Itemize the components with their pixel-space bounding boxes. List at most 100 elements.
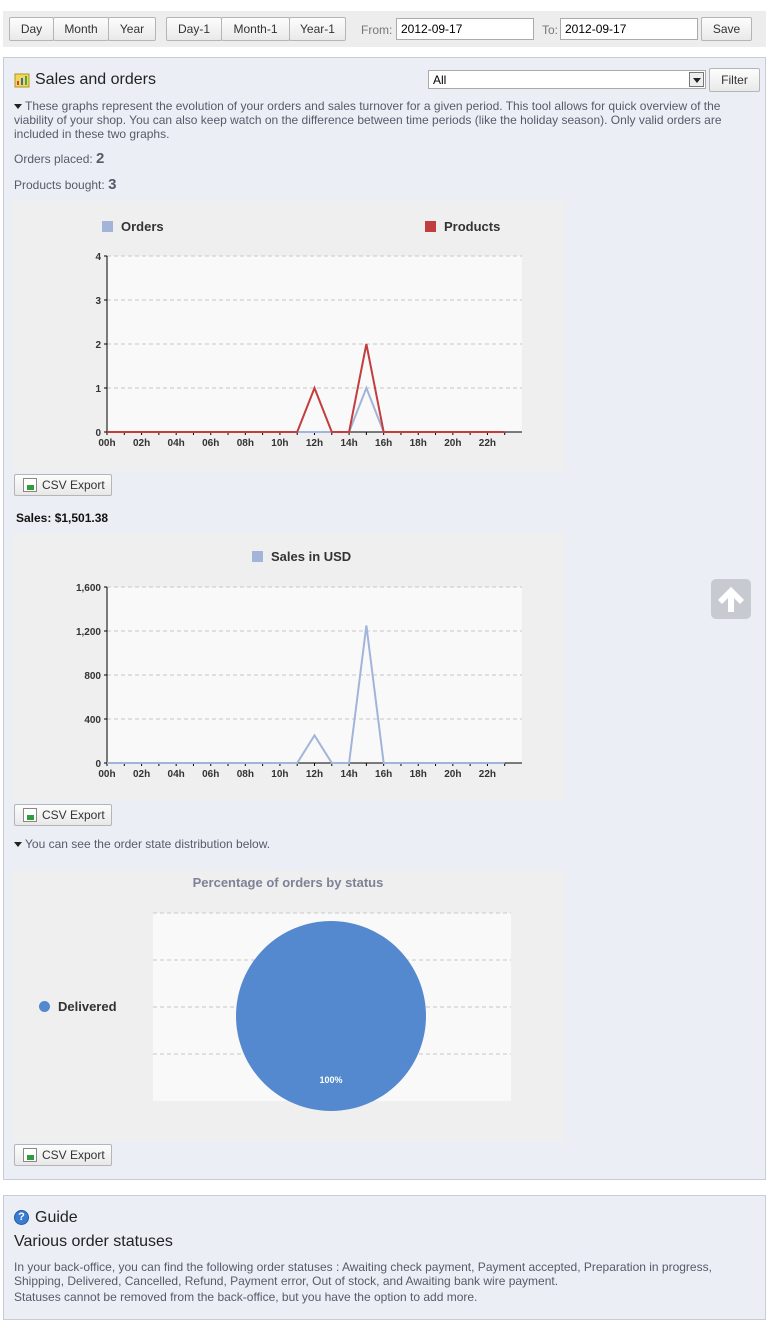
x-tick-label: 18h xyxy=(410,769,427,780)
x-tick-label: 04h xyxy=(168,769,185,780)
legend-sales-label: Sales in USD xyxy=(271,549,352,564)
csv-file-icon xyxy=(23,478,37,492)
products-bought-label: Products bought: xyxy=(14,178,105,192)
distribution-note: You can see the order state distribution… xyxy=(14,837,270,851)
x-tick-label: 16h xyxy=(375,769,392,780)
month-minus-one-button[interactable]: Month-1 xyxy=(221,17,290,41)
legend-products-swatch xyxy=(425,221,436,232)
guide-text-1: In your back-office, you can find the fo… xyxy=(14,1260,712,1288)
orders-products-plot: 0 1 2 3 4 00h 02h 04h 06h 08h 10h 12h 14h 16h 18h 20h 22… xyxy=(95,252,522,449)
x-tick-label: 22h xyxy=(479,438,496,449)
series-line-products xyxy=(107,343,505,433)
filter-button[interactable]: Filter xyxy=(709,68,760,92)
save-button[interactable]: Save xyxy=(701,17,752,41)
legend-sales-swatch xyxy=(252,551,263,562)
x-tick-label: 14h xyxy=(340,438,357,449)
x-tick-label: 16h xyxy=(375,438,392,449)
guide-title: Guide xyxy=(35,1209,78,1226)
legend-orders-swatch xyxy=(102,221,113,232)
y-tick-label: 0 xyxy=(95,428,101,439)
x-tick-label: 00h xyxy=(98,438,115,449)
sales-total: Sales: $1,501.38 xyxy=(16,511,109,525)
csv-export-button-1[interactable]: CSV Export xyxy=(14,474,112,496)
pie-slice-label: 100% xyxy=(319,1075,342,1085)
guide-subtitle: Various order statuses xyxy=(14,1233,173,1250)
filter-select[interactable]: All xyxy=(428,70,706,89)
stats-icon xyxy=(14,73,30,88)
to-date-input[interactable]: 2012-09-17 xyxy=(560,18,698,40)
distribution-text: You can see the order state distribution… xyxy=(25,837,271,851)
y-tick-label: 4 xyxy=(95,252,101,263)
day-button[interactable]: Day xyxy=(9,17,54,41)
pie-slice-delivered xyxy=(236,921,426,1111)
y-tick-label: 1,600 xyxy=(76,583,101,594)
x-tick-label: 02h xyxy=(133,438,150,449)
description-text: These graphs represent the evolution of … xyxy=(14,99,722,141)
arrow-up-icon xyxy=(718,587,744,612)
x-tick-label: 10h xyxy=(271,438,288,449)
x-tick-label: 20h xyxy=(444,438,461,449)
pie-chart-title: Percentage of orders by status xyxy=(192,875,384,890)
triangle-down-icon[interactable] xyxy=(14,842,22,848)
guide-panel xyxy=(3,1195,766,1320)
guide-text-2: Statuses cannot be removed from the back… xyxy=(14,1290,478,1304)
orders-placed-value: 2 xyxy=(96,150,105,167)
legend-products-label: Products xyxy=(444,219,501,234)
csv-file-icon xyxy=(23,808,37,822)
y-tick-label: 3 xyxy=(95,296,101,307)
date-toolbar: Day Month Year Day-1 Month-1 Year-1 From… xyxy=(3,11,766,47)
csv-export-button-3[interactable]: CSV Export xyxy=(14,1144,112,1166)
sales-plot: 0 400 800 1,200 1,600 00h 02h 04h 06h 08h 10h 12h 14… xyxy=(76,583,522,780)
csv-export-label: CSV Export xyxy=(42,478,105,492)
month-button[interactable]: Month xyxy=(53,17,109,41)
x-tick-label: 12h xyxy=(306,769,323,780)
y-tick-label: 1 xyxy=(95,384,101,395)
x-tick-label: 00h xyxy=(98,769,115,780)
csv-export-label: CSV Export xyxy=(42,808,105,822)
x-tick-label: 10h xyxy=(271,769,288,780)
to-label: To: xyxy=(542,23,559,37)
y-tick-label: 2 xyxy=(95,340,101,351)
legend-delivered-swatch xyxy=(39,1001,50,1012)
csv-export-label: CSV Export xyxy=(42,1148,105,1162)
year-button[interactable]: Year xyxy=(108,17,156,41)
from-label: From: xyxy=(361,23,393,37)
help-icon: ? xyxy=(14,1210,29,1225)
csv-export-button-2[interactable]: CSV Export xyxy=(14,804,112,826)
orders-placed-label: Orders placed: xyxy=(14,152,93,166)
x-tick-label: 08h xyxy=(237,769,254,780)
x-tick-label: 18h xyxy=(410,438,427,449)
series-line-sales-in-usd xyxy=(107,625,505,764)
y-tick-label: 0 xyxy=(95,759,101,770)
products-bought: Products bought: 3 xyxy=(14,176,117,193)
x-tick-label: 06h xyxy=(202,438,219,449)
products-bought-value: 3 xyxy=(108,176,117,193)
legend-delivered-label: Delivered xyxy=(58,999,117,1014)
x-tick-label: 04h xyxy=(168,438,185,449)
from-date-input[interactable]: 2012-09-17 xyxy=(396,18,534,40)
orders-products-chart: Orders Products 0 1 2 3 4 00h 02h 04h 06h 08h 10h 1… xyxy=(12,201,564,471)
y-tick-label: 800 xyxy=(84,671,101,682)
csv-file-icon xyxy=(23,1148,37,1162)
panel-description: These graphs represent the evolution of … xyxy=(14,99,754,141)
x-tick-label: 14h xyxy=(340,769,357,780)
x-tick-label: 20h xyxy=(444,769,461,780)
panel-title: Sales and orders xyxy=(35,71,156,88)
x-tick-label: 08h xyxy=(237,438,254,449)
chevron-down-icon[interactable] xyxy=(689,72,704,87)
orders-placed: Orders placed: 2 xyxy=(14,150,105,167)
year-minus-one-button[interactable]: Year-1 xyxy=(289,17,346,41)
filter-select-value: All xyxy=(433,72,447,87)
y-tick-label: 400 xyxy=(84,715,101,726)
day-minus-one-button[interactable]: Day-1 xyxy=(166,17,222,41)
triangle-down-icon[interactable] xyxy=(14,104,22,110)
status-pie-chart: Percentage of orders by status 100% Deli… xyxy=(12,871,564,1141)
pie-plot: 100% xyxy=(153,912,511,1111)
sales-chart: Sales in USD 0 400 800 1,200 1,600 00h 02h 04h 0… xyxy=(12,533,564,801)
legend-orders-label: Orders xyxy=(121,219,164,234)
x-tick-label: 22h xyxy=(479,769,496,780)
y-tick-label: 1,200 xyxy=(76,627,101,638)
x-tick-label: 02h xyxy=(133,769,150,780)
x-tick-label: 06h xyxy=(202,769,219,780)
scroll-to-top-button[interactable] xyxy=(711,579,751,619)
